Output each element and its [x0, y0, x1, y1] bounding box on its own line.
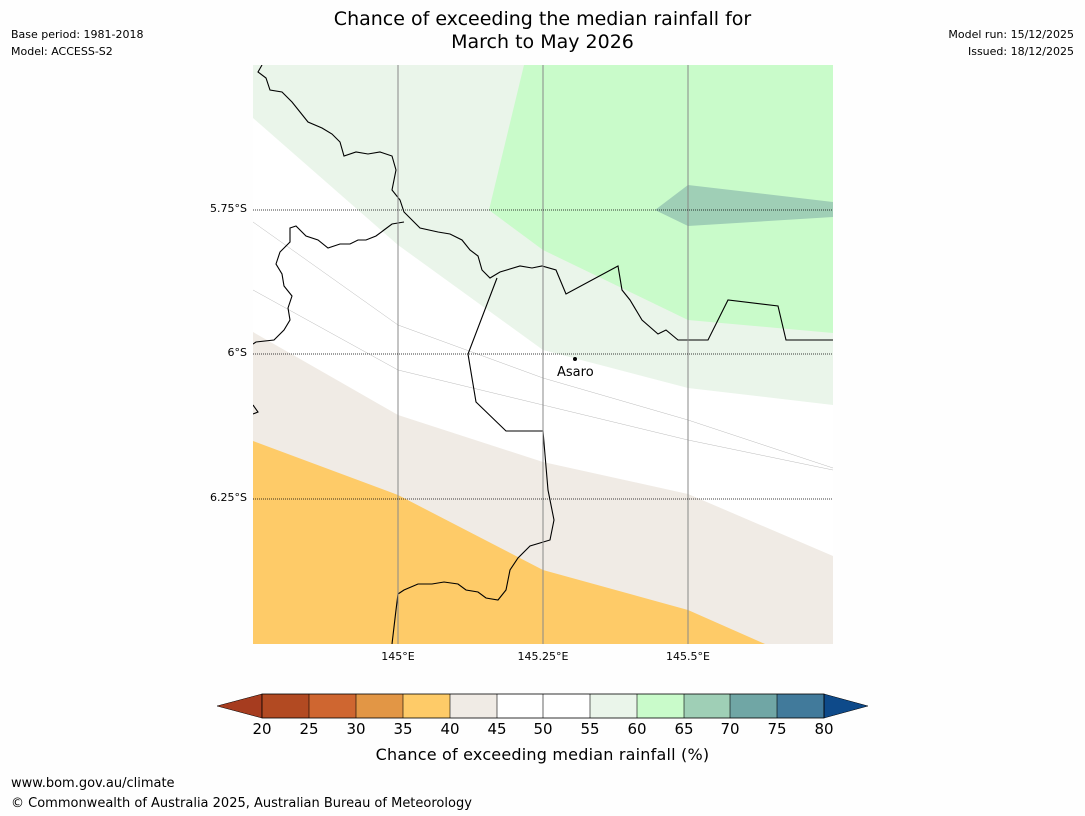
- colorbar: [216, 693, 869, 719]
- colorbar-tick: 30: [346, 720, 366, 738]
- place-label-asaro: Asaro: [557, 365, 594, 380]
- colorbar-bin-30-35: [356, 694, 403, 718]
- colorbar-bin-20-25: [262, 694, 309, 718]
- province-border: [253, 221, 405, 345]
- colorbar-bin-60-65: [637, 694, 684, 718]
- map-title: Chance of exceeding the median rainfall …: [0, 8, 1085, 54]
- colorbar-bin-50-55: [543, 694, 590, 718]
- zone-60-65: [489, 65, 833, 333]
- title-line-2: March to May 2026: [451, 31, 634, 53]
- base-period: Base period: 1981-2018: [11, 28, 144, 41]
- colorbar-bin-45-50: [497, 694, 543, 718]
- colorbar-bin-75-80: [777, 694, 824, 718]
- colorbar-tick: 75: [767, 720, 787, 738]
- colorbar-tick: 25: [299, 720, 319, 738]
- colorbar-low-extension: [216, 693, 263, 719]
- lat-label-6-25: 6.25°S: [210, 491, 247, 504]
- meta-right: Model run: 15/12/2025 Issued: 18/12/2025: [948, 26, 1074, 60]
- model-name: Model: ACCESS-S2: [11, 45, 113, 58]
- lon-label-145-5: 145.5°E: [666, 650, 710, 663]
- zone-35-40: [253, 441, 765, 644]
- zone-65-70: [655, 185, 833, 226]
- lat-label-6: 6°S: [227, 346, 247, 359]
- footer-copyright: © Commonwealth of Australia 2025, Austra…: [11, 796, 472, 811]
- colorbar-bin-55-60: [590, 694, 637, 718]
- coastline: [257, 65, 833, 341]
- lon-label-145-25: 145.25°E: [517, 650, 569, 663]
- district-border: [391, 277, 555, 644]
- colorbar-bin-40-45: [450, 694, 497, 718]
- colorbar-bin-35-40: [403, 694, 450, 718]
- colorbar-tick: 80: [814, 720, 834, 738]
- colorbar-bin-65-70: [684, 694, 730, 718]
- lat-label-5-75: 5.75°S: [210, 202, 247, 215]
- issued-date: Issued: 18/12/2025: [967, 45, 1074, 58]
- colorbar-tick: 45: [487, 720, 507, 738]
- colorbar-bin-25-30: [309, 694, 356, 718]
- colorbar-tick: 20: [252, 720, 272, 738]
- colorbar-high-extension: [823, 693, 869, 719]
- lon-label-145: 145°E: [381, 650, 415, 663]
- colorbar-tick: 40: [440, 720, 460, 738]
- asaro-marker: [573, 357, 577, 361]
- colorbar-tick: 35: [393, 720, 413, 738]
- colorbar-tick: 50: [533, 720, 553, 738]
- colorbar-bin-70-75: [730, 694, 777, 718]
- meta-left: Base period: 1981-2018 Model: ACCESS-S2: [11, 26, 143, 60]
- colorbar-tick: 60: [627, 720, 647, 738]
- colorbar-tick: 55: [580, 720, 600, 738]
- colorbar-tick: 65: [674, 720, 694, 738]
- colorbar-title: Chance of exceeding median rainfall (%): [375, 745, 710, 764]
- colorbar-tick: 70: [720, 720, 740, 738]
- title-line-1: Chance of exceeding the median rainfall …: [333, 8, 752, 30]
- footer-url[interactable]: www.bom.gov.au/climate: [11, 776, 175, 791]
- model-run: Model run: 15/12/2025: [948, 28, 1074, 41]
